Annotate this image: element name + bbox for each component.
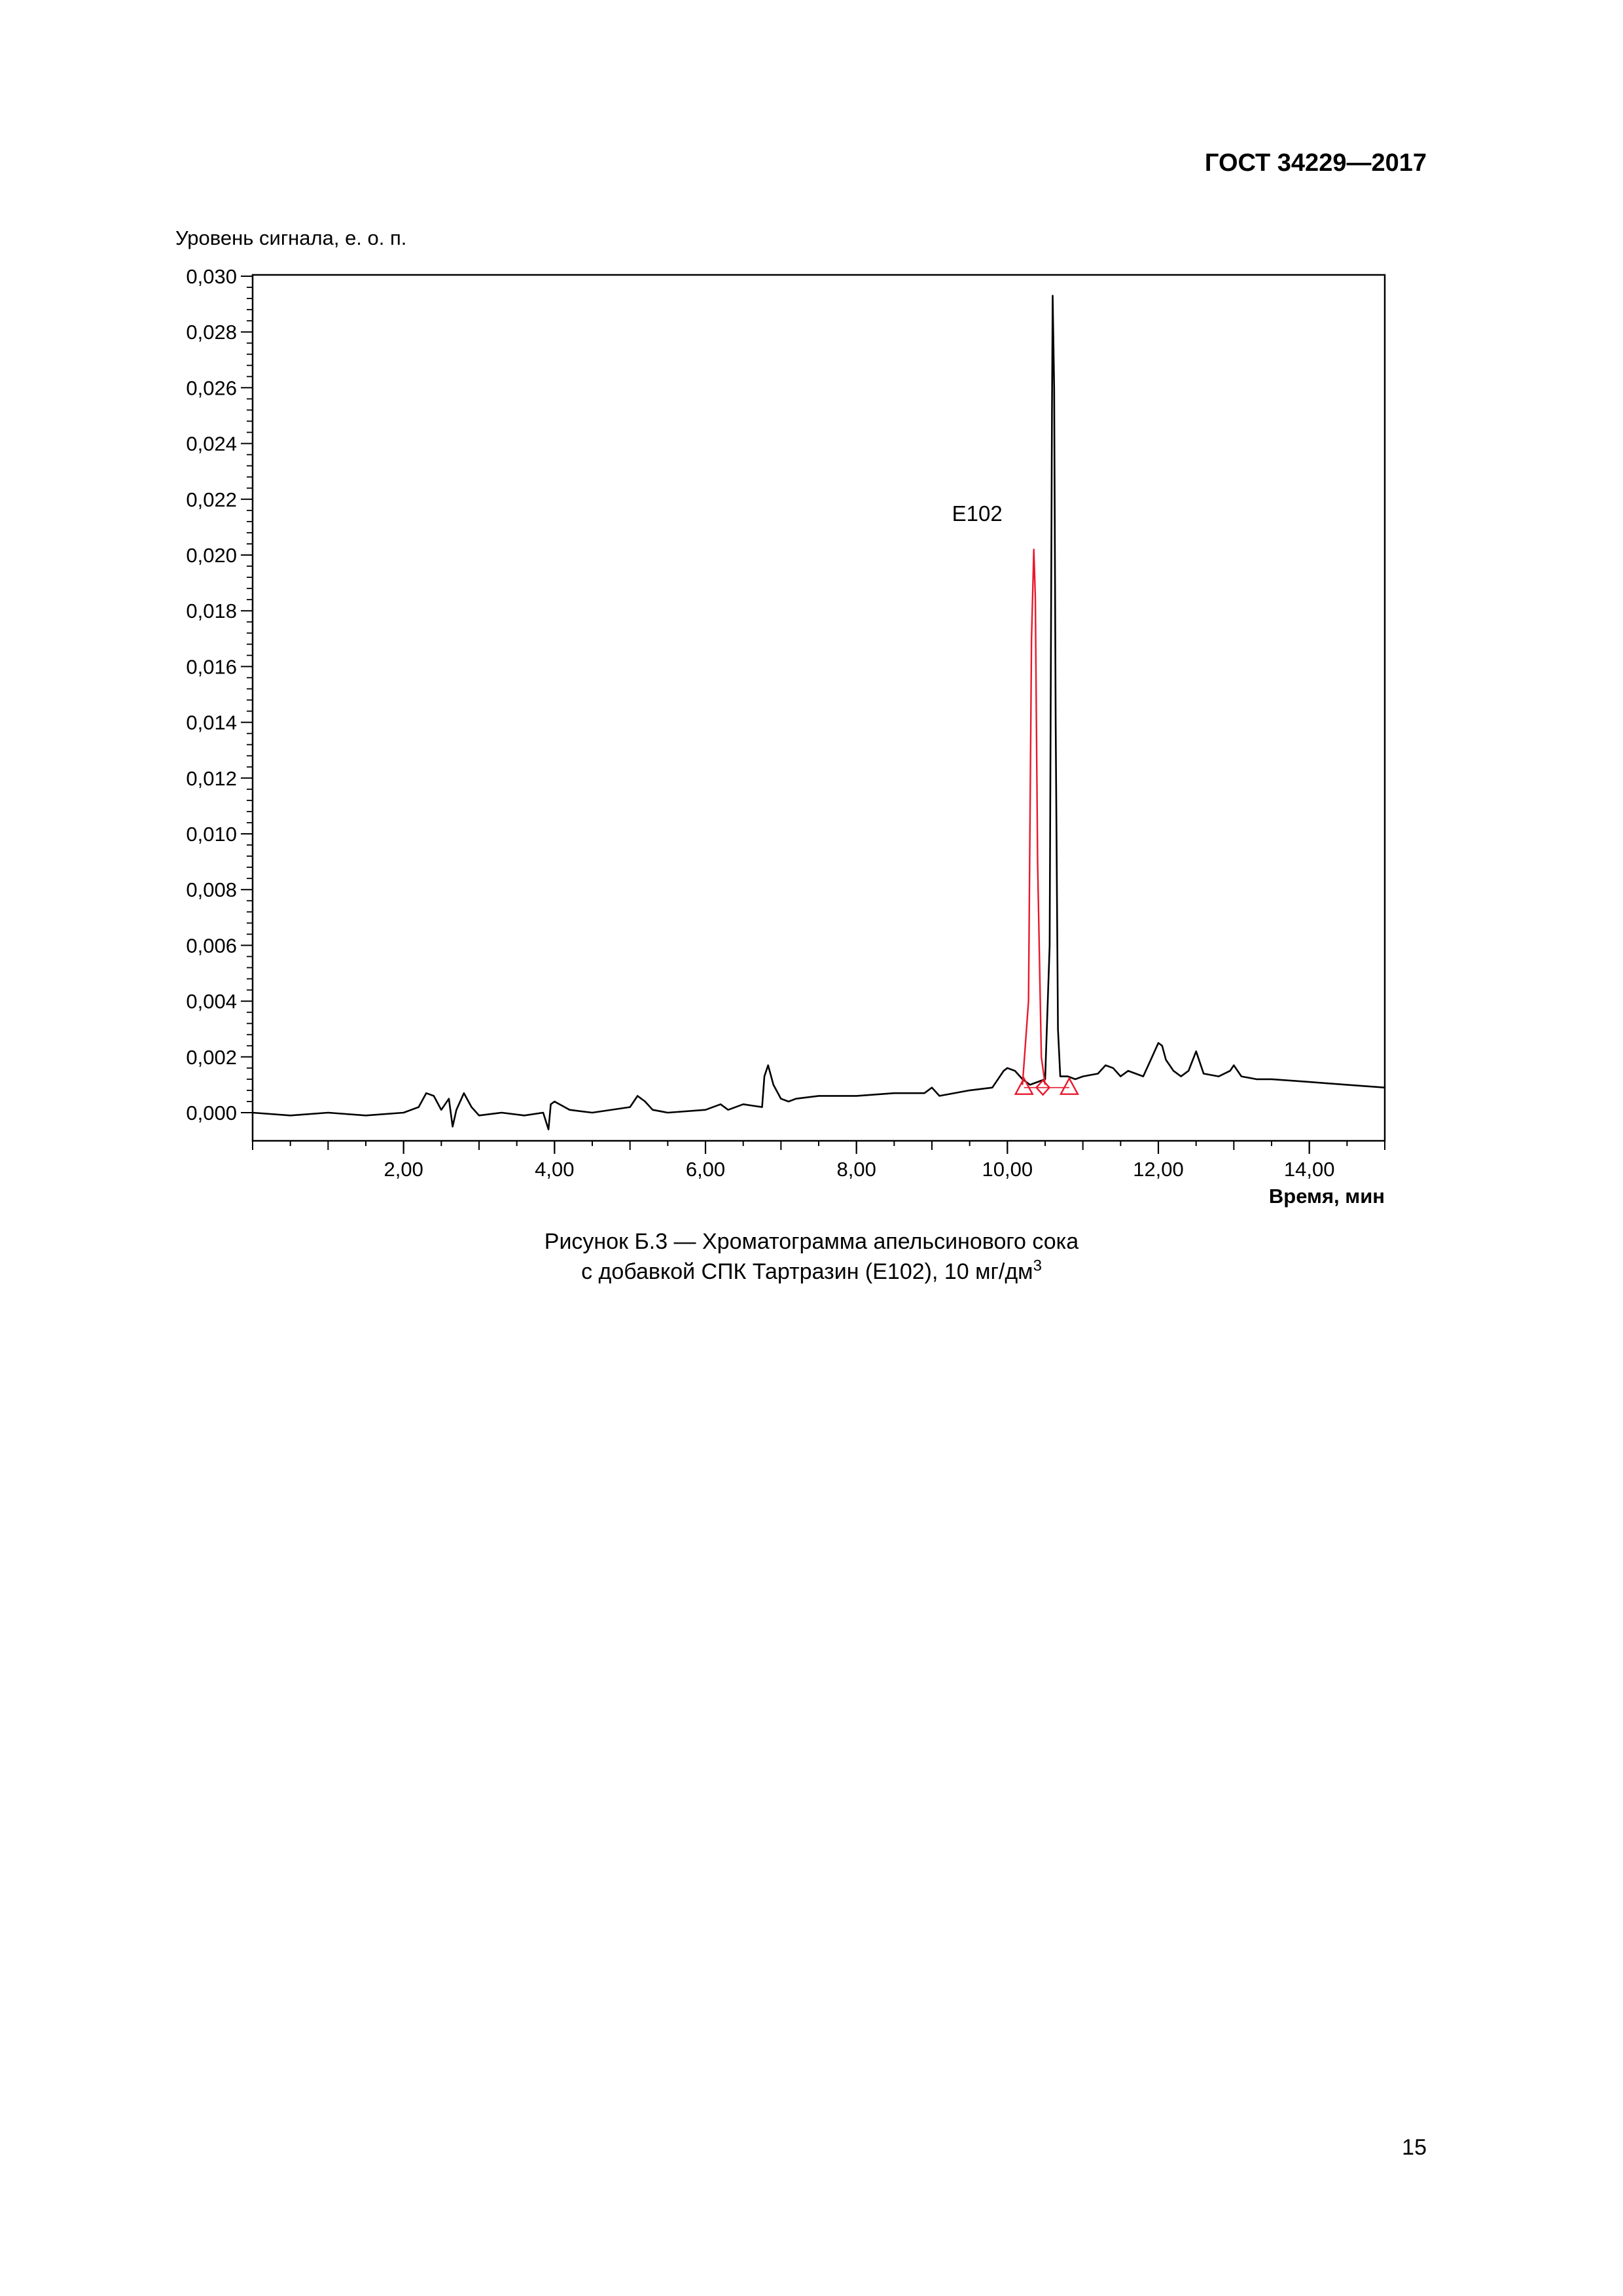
- document-header: ГОСТ 34229—2017: [1204, 149, 1427, 177]
- y-tick-label: 0,004: [186, 990, 237, 1013]
- peak-start-end-marker: [1014, 1077, 1034, 1095]
- y-tick-label: 0,030: [186, 265, 237, 288]
- y-tick-label: 0,022: [186, 488, 237, 511]
- standard-trace: [1022, 548, 1046, 1085]
- x-tick-label: 12,00: [1133, 1158, 1184, 1181]
- y-axis-ticks: 0,000 0,002 0,004 0,006 0,008 0,010 0,012 0,014…: [186, 265, 253, 1124]
- y-tick-label: 0,024: [186, 433, 237, 456]
- caption-line-1: Рисунок Б.3 — Хроматограмма апельсиновог…: [544, 1229, 1079, 1254]
- peak-apex-marker: [1035, 1079, 1051, 1096]
- figure-caption: Рисунок Б.3 — Хроматограмма апельсиновог…: [0, 1227, 1623, 1287]
- y-tick-label: 0,006: [186, 934, 237, 957]
- y-tick-label: 0,016: [186, 655, 237, 678]
- x-tick-label: 14,00: [1284, 1158, 1335, 1181]
- y-tick-label: 0,018: [186, 600, 237, 622]
- x-tick-label: 8,00: [836, 1158, 876, 1181]
- x-tick-label: 2,00: [383, 1158, 423, 1181]
- peak-start-end-marker: [1059, 1077, 1079, 1095]
- x-tick-label: 6,00: [686, 1158, 725, 1181]
- caption-line-2-text: с добавкой СПК Тартразин (Е102), 10 мг/д…: [581, 1259, 1033, 1284]
- page-number: 15: [1402, 2135, 1427, 2160]
- chromatogram-chart: 0,000 0,002 0,004 0,006 0,008 0,010 0,012 0,014…: [186, 265, 1386, 1208]
- x-axis-ticks: 2,00 4,00 6,00 8,00 10,00 12,00 14,00: [252, 1141, 1385, 1181]
- y-tick-label: 0,028: [186, 321, 237, 344]
- y-tick-label: 0,020: [186, 544, 237, 567]
- y-tick-label: 0,000: [186, 1102, 237, 1124]
- y-tick-label: 0,010: [186, 823, 237, 846]
- caption-superscript: 3: [1033, 1257, 1042, 1275]
- series-layer: [252, 295, 1385, 1130]
- chart-y-axis-label: Уровень сигнала, е. о. п.: [175, 226, 407, 249]
- y-tick-label: 0,008: [186, 878, 237, 901]
- plot-frame: [251, 274, 1386, 1142]
- chart-x-axis-label: Время, мин: [1269, 1185, 1385, 1208]
- y-tick-label: 0,012: [186, 767, 237, 790]
- y-tick-label: 0,014: [186, 711, 237, 734]
- y-tick-label: 0,026: [186, 376, 237, 399]
- y-tick-label: 0,002: [186, 1046, 237, 1069]
- x-tick-label: 4,00: [535, 1158, 574, 1181]
- sample-trace: [252, 295, 1385, 1130]
- caption-line-2: с добавкой СПК Тартразин (Е102), 10 мг/д…: [0, 1257, 1623, 1287]
- x-tick-label: 10,00: [982, 1158, 1033, 1181]
- peak-annotation-e102: Е102: [952, 501, 1003, 526]
- peak-markers: [1014, 1077, 1079, 1096]
